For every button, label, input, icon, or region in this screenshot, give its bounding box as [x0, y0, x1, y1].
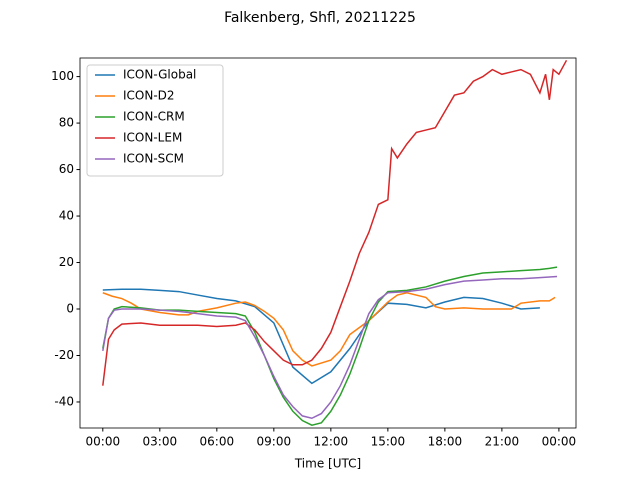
legend-label: ICON-LEM [123, 131, 182, 145]
y-tick-label: 20 [59, 255, 74, 269]
x-tick-label: 00:00 [86, 435, 121, 449]
legend-label: ICON-D2 [123, 89, 175, 103]
x-tick-label: 12:00 [314, 435, 349, 449]
y-tick-label: 60 [59, 162, 74, 176]
x-tick-label: 03:00 [143, 435, 178, 449]
x-tick-label: 00:00 [542, 435, 577, 449]
legend-label: ICON-CRM [123, 110, 185, 124]
line [102, 288, 540, 385]
x-tick-label: 15:00 [371, 435, 406, 449]
legend-box [86, 64, 224, 177]
legend-label: ICON-Global [123, 68, 196, 82]
line [102, 291, 556, 367]
y-tick-label: -40 [54, 394, 74, 408]
x-tick-label: 06:00 [200, 435, 235, 449]
y-tick-label: 80 [59, 116, 74, 130]
line [102, 59, 568, 386]
y-tick-label: 40 [59, 209, 74, 223]
y-tick-label: 0 [66, 302, 74, 316]
line [102, 266, 558, 427]
x-axis-label: Time [UTC] [294, 457, 361, 471]
plot-frame [79, 57, 577, 429]
x-tick-label: 09:00 [257, 435, 292, 449]
chart-title: Falkenberg, Shfl, 20211225 [224, 10, 416, 26]
legend-label: ICON-SCM [123, 152, 184, 166]
x-tick-label: 21:00 [485, 435, 520, 449]
y-tick-label: 100 [51, 69, 74, 83]
line [102, 275, 558, 420]
x-tick-label: 18:00 [428, 435, 463, 449]
y-tick-label: -20 [54, 348, 74, 362]
